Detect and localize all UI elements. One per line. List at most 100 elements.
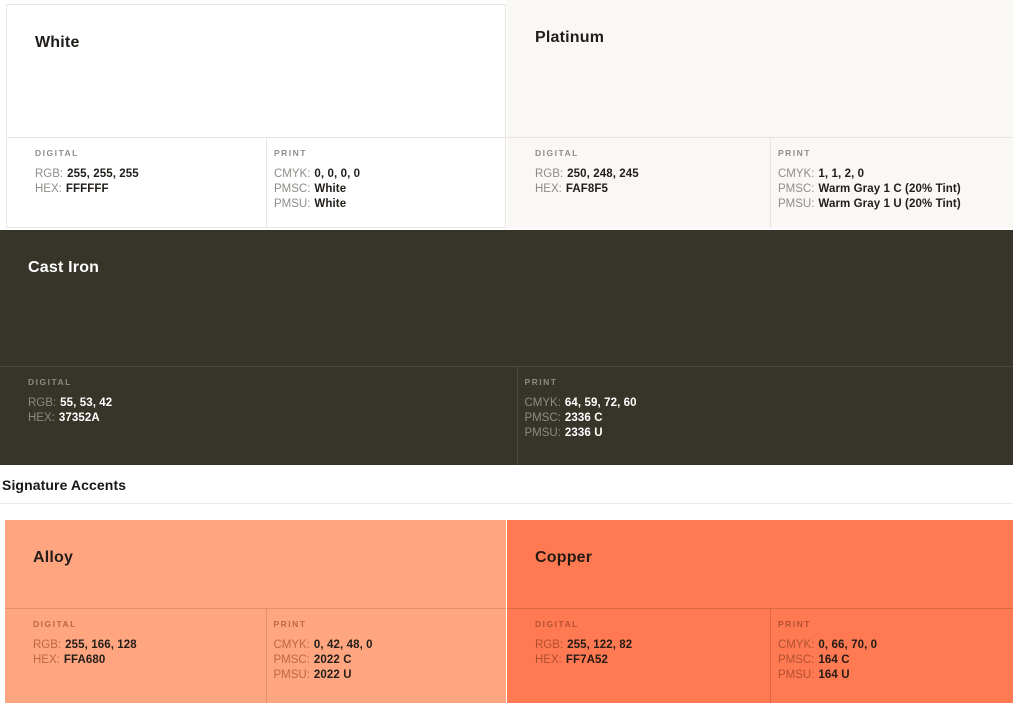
color-card-platinum: Platinum DIGITAL RGB: 250, 248, 245 HEX: F… [507,0,1013,228]
pmsu-row: PMSU: Warm Gray 1 U (20% Tint) [778,197,999,212]
color-card-copper: Copper DIGITAL RGB: 255, 122, 82 HEX: FF7A… [507,520,1013,703]
rgb-prefix: RGB: [28,397,57,409]
cmyk-row: CMYK: 0, 0, 0, 0 [274,167,491,182]
color-name: Copper [535,549,593,566]
rgb-row: RGB: 255, 122, 82 [535,638,756,653]
print-column: PRINT CMYK: 0, 0, 0, 0 PMSC: White PMSU: Wh… [266,138,505,227]
hex-row: HEX: FFA680 [33,653,252,668]
cmyk-prefix: CMYK: [524,397,561,409]
pmsu-value: 2022 U [313,669,352,681]
section-divider [0,503,1013,504]
hex-value: FFFFFF [65,183,109,195]
rgb-prefix: RGB: [535,639,564,651]
pmsc-prefix: PMSC: [274,183,311,195]
print-label: PRINT [778,619,811,629]
pmsc-value: 2022 C [313,654,352,666]
cmyk-row: CMYK: 64, 59, 72, 60 [525,396,1000,411]
rgb-prefix: RGB: [535,168,564,180]
color-spec: DIGITAL RGB: 250, 248, 245 HEX: FAF8F5 PRI… [507,137,1013,228]
color-name: Cast Iron [28,259,100,276]
pmsu-prefix: PMSU: [273,669,310,681]
pmsc-row: PMSC: 2022 C [274,653,493,668]
pmsu-value: 2336 U [564,427,603,439]
cmyk-value: 64, 59, 72, 60 [564,397,637,409]
cmyk-row: CMYK: 0, 42, 48, 0 [274,638,493,653]
pmsu-value: White [314,198,347,210]
pmsu-prefix: PMSU: [274,198,311,210]
cmyk-value: 0, 66, 70, 0 [818,639,878,651]
hex-prefix: HEX: [35,183,62,195]
pmsc-value: Warm Gray 1 C (20% Tint) [818,183,961,195]
print-column: PRINT CMYK: 0, 42, 48, 0 PMSC: 2022 C PMSU… [265,609,507,703]
pmsc-prefix: PMSC: [273,654,310,666]
print-column: PRINT CMYK: 0, 66, 70, 0 PMSC: 164 C PMSU:… [770,609,1013,703]
hex-value: 37352A [58,412,100,424]
hex-prefix: HEX: [33,654,60,666]
pmsc-value: 164 C [818,654,850,666]
color-card-white: White DIGITAL RGB: 255, 255, 255 HEX: FFFF… [6,4,506,228]
cmyk-row: CMYK: 1, 1, 2, 0 [778,167,999,182]
color-name: Alloy [33,549,74,566]
rgb-row: RGB: 255, 166, 128 [33,638,252,653]
pmsc-row: PMSC: 2336 C [525,411,1000,426]
hex-value: FAF8F5 [565,183,608,195]
pmsc-value: 2336 C [564,412,603,424]
rgb-value: 255, 255, 255 [67,168,139,180]
pmsc-row: PMSC: White [274,182,491,197]
section-heading-signature-accents: Signature Accents [2,477,127,493]
pmsu-row: PMSU: White [274,197,491,212]
pmsc-row: PMSC: 164 C [778,653,999,668]
cmyk-value: 0, 0, 0, 0 [314,168,361,180]
rgb-value: 250, 248, 245 [567,168,639,180]
hex-row: HEX: FFFFFF [35,182,252,197]
pmsu-prefix: PMSU: [778,669,815,681]
pmsc-row: PMSC: Warm Gray 1 C (20% Tint) [778,182,999,197]
digital-label: DIGITAL [535,148,579,158]
rgb-row: RGB: 250, 248, 245 [535,167,756,182]
print-label: PRINT [273,619,307,629]
digital-column: DIGITAL RGB: 255, 255, 255 HEX: FFFFFF [7,138,266,227]
pmsu-prefix: PMSU: [524,427,561,439]
cmyk-value: 0, 42, 48, 0 [313,639,373,651]
print-label: PRINT [524,377,558,387]
hex-prefix: HEX: [28,412,55,424]
cmyk-prefix: CMYK: [778,168,815,180]
digital-label: DIGITAL [28,377,72,387]
color-spec: DIGITAL RGB: 255, 255, 255 HEX: FFFFFF PRI… [7,137,505,227]
pmsu-value: Warm Gray 1 U (20% Tint) [818,198,961,210]
color-card-alloy: Alloy DIGITAL RGB: 255, 166, 128 HEX: FFA6… [5,520,506,703]
digital-label: DIGITAL [535,619,579,629]
digital-column: DIGITAL RGB: 255, 166, 128 HEX: FFA680 [5,609,266,703]
print-label: PRINT [274,148,307,158]
rgb-prefix: RGB: [35,168,64,180]
pmsc-prefix: PMSC: [778,654,815,666]
pmsc-prefix: PMSC: [778,183,815,195]
print-column: PRINT CMYK: 1, 1, 2, 0 PMSC: Warm Gray 1 C… [770,138,1013,228]
hex-value: FF7A52 [565,654,608,666]
pmsu-value: 164 U [818,669,850,681]
digital-label: DIGITAL [33,619,77,629]
print-column: PRINT CMYK: 64, 59, 72, 60 PMSC: 2336 C PM… [516,367,1013,465]
hex-row: HEX: FF7A52 [535,653,756,668]
pmsc-prefix: PMSC: [524,412,561,424]
rgb-row: RGB: 55, 53, 42 [28,396,503,411]
cmyk-value: 1, 1, 2, 0 [818,168,865,180]
rgb-value: 255, 122, 82 [567,639,633,651]
pmsc-value: White [314,183,347,195]
hex-row: HEX: FAF8F5 [535,182,756,197]
print-label: PRINT [778,148,811,158]
rgb-value: 55, 53, 42 [60,397,113,409]
pmsu-row: PMSU: 164 U [778,668,999,683]
pmsu-row: PMSU: 2336 U [525,426,1000,441]
color-spec: DIGITAL RGB: 255, 122, 82 HEX: FF7A52 PRIN… [507,608,1013,703]
color-spec: DIGITAL RGB: 255, 166, 128 HEX: FFA680 PRI… [5,608,506,703]
cmyk-prefix: CMYK: [778,639,815,651]
pmsu-prefix: PMSU: [778,198,815,210]
hex-prefix: HEX: [535,183,562,195]
digital-column: DIGITAL RGB: 55, 53, 42 HEX: 37352A [0,367,517,465]
cmyk-prefix: CMYK: [274,168,311,180]
color-name: White [35,34,80,51]
rgb-prefix: RGB: [33,639,62,651]
hex-value: FFA680 [63,654,106,666]
